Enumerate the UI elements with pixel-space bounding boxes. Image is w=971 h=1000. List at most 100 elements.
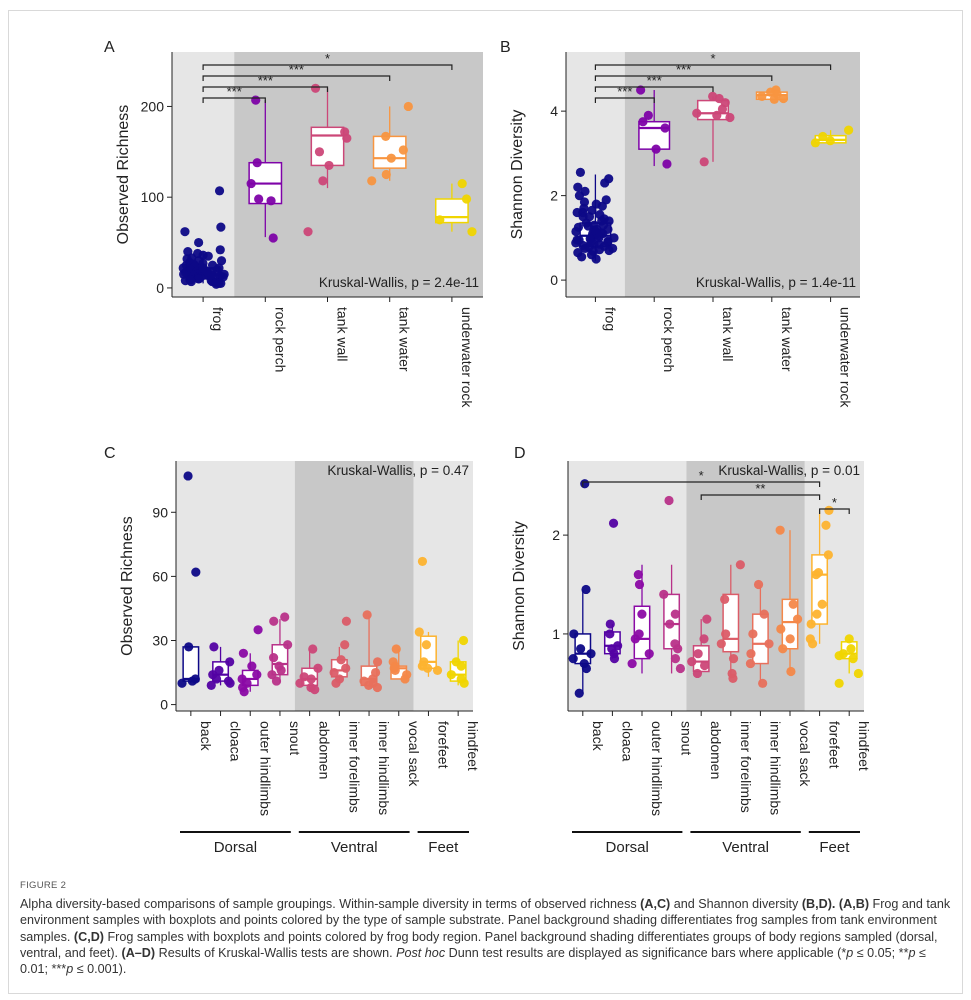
data-point [821,520,831,530]
data-point [568,654,578,664]
data-point [699,157,709,167]
data-point [716,639,726,649]
significance-bar [202,86,329,92]
data-point [198,263,208,273]
data-point [306,674,316,684]
figure-label: FIGURE 2 [20,880,67,891]
data-point [720,594,730,604]
data-point [362,610,372,620]
data-point [758,678,768,688]
data-point [745,658,756,669]
data-point [331,678,341,688]
data-point [728,673,738,683]
data-point [591,254,601,264]
data-point [340,640,350,650]
y-tick-label: 0 [550,272,558,288]
group-label: Ventral [722,839,769,856]
data-point [180,227,190,237]
y-tick-label: 2 [552,527,560,543]
y-tick-label: 100 [141,189,165,205]
data-point [186,276,196,287]
data-point [225,678,235,688]
data-point [824,505,834,516]
data-point [341,616,352,626]
x-tick-label: forefeet [435,721,451,769]
data-point [576,644,586,654]
test-label: Kruskal-Wallis, p = 2.4e-11 [319,275,479,290]
data-point [627,658,637,669]
box [310,126,345,167]
panel-letter: C [104,445,116,462]
data-point [670,654,681,664]
data-point [457,178,467,189]
x-tick-label: abdomen [317,721,333,779]
data-point [817,599,827,609]
data-point [372,657,383,667]
data-point [806,619,816,629]
data-point [310,685,320,695]
data-point [183,471,193,481]
data-point [823,550,833,560]
data-point [776,624,786,634]
data-point [846,644,856,654]
data-point [310,83,321,93]
data-point [203,251,213,261]
data-point [295,678,305,688]
figure-caption: FIGURE 2 Alpha diversity-based compariso… [20,880,955,977]
data-point [785,634,795,644]
significance-label: *** [227,84,242,99]
data-point [597,201,607,211]
data-point [717,104,728,114]
significance-bar [594,75,773,81]
x-tick-label: vocal sack [797,721,813,787]
data-point [600,178,610,188]
data-point [574,688,584,698]
data-point [651,144,661,154]
background-shade [624,52,860,297]
x-tick-label: snout [287,721,303,755]
data-point [193,274,204,284]
data-point [812,609,822,619]
caption-italic: p [66,962,74,977]
data-point [238,648,249,658]
y-axis-title: Shannon Diversity [511,521,528,651]
test-label: Kruskal-Wallis, p = 1.4e-11 [696,275,856,290]
data-point [580,243,590,254]
data-point [446,670,456,680]
significance-bar [819,508,850,514]
data-point [636,85,646,95]
data-point [268,652,279,663]
data-point [214,186,225,196]
data-point [216,222,226,232]
data-point [675,663,686,674]
caption-part: Dunn test results are displayed as signi… [445,945,847,960]
data-point [746,649,756,659]
y-tick-label: 0 [160,697,168,713]
data-point [381,131,391,141]
data-point [844,634,854,644]
data-point [216,256,227,266]
data-point [609,654,620,664]
data-point [303,227,313,237]
data-point [269,616,279,626]
caption-italic: p [908,945,916,960]
data-point [458,635,469,646]
data-point [786,666,796,677]
data-point [769,94,779,104]
data-point [759,609,769,619]
data-point [211,279,221,289]
caption-part: Frog and tank environment samples with b… [20,897,951,944]
data-point [209,642,219,652]
x-tick-label: underwater rock [838,307,854,408]
data-point [253,625,263,635]
y-tick-label: 30 [152,632,168,648]
data-point [254,194,264,204]
data-point [386,153,396,163]
data-point [584,212,595,222]
x-tick-label: tank wall [335,307,351,361]
y-axis-title: Shannon Diversity [509,110,526,240]
group-label: Dorsal [214,839,257,856]
caption-part: and Shannon diversity [670,897,802,911]
panel-letter: A [104,39,115,56]
data-point [191,567,201,577]
